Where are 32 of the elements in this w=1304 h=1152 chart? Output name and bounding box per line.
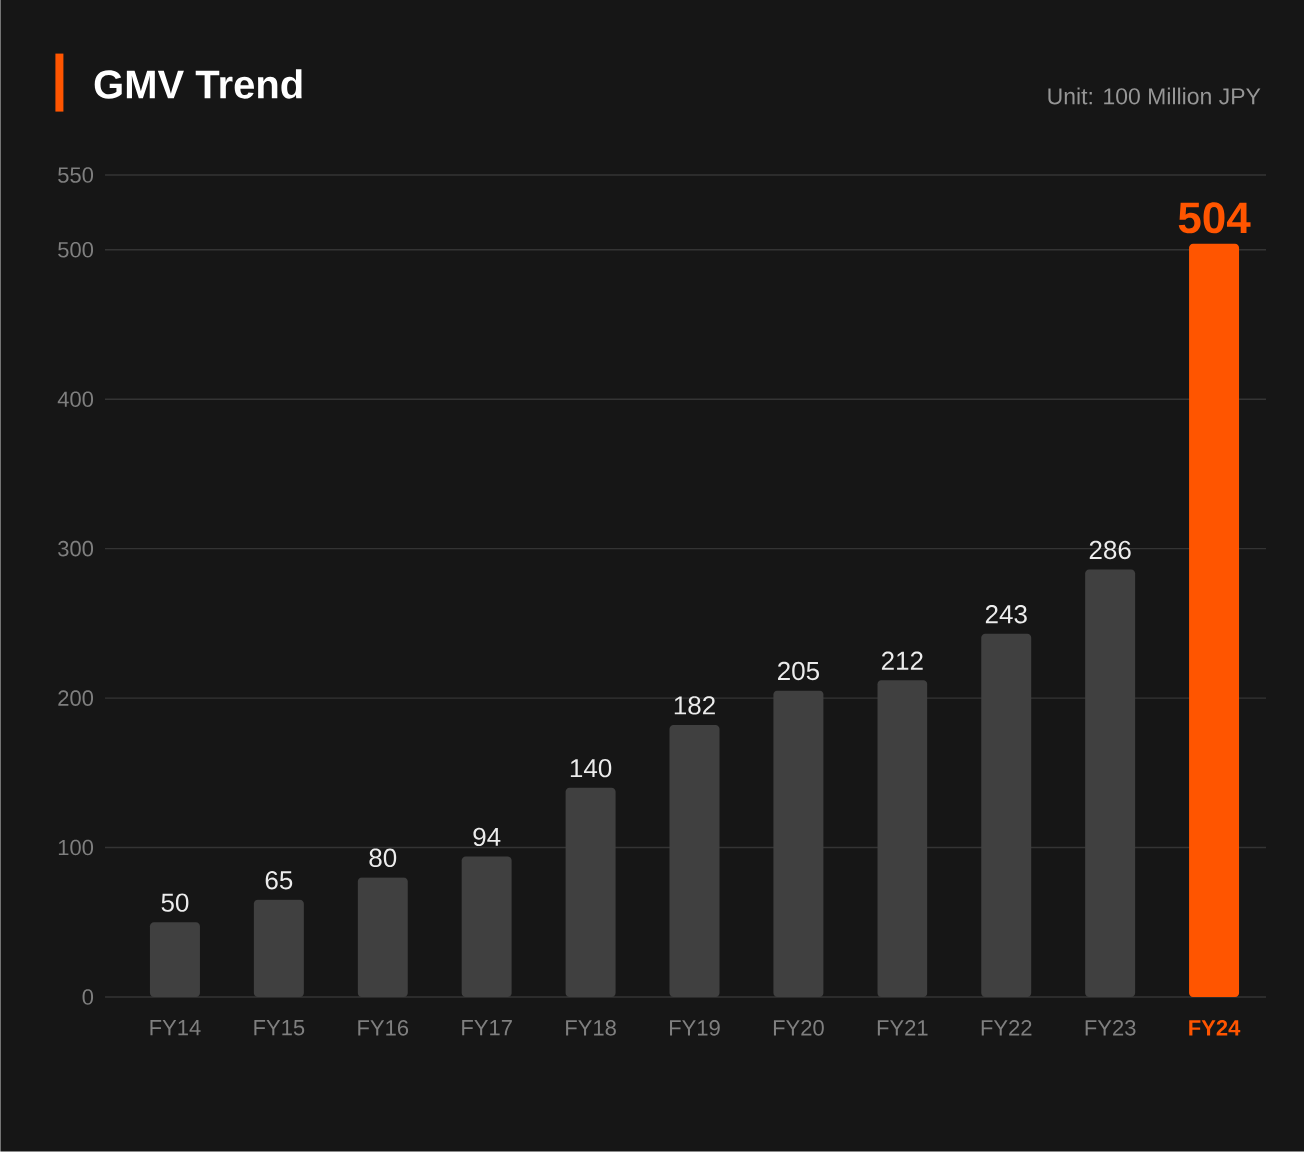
x-tick-label: FY17 [462,1020,512,1036]
y-tick-label: 300 [58,540,94,557]
x-tick-label: FY14 [150,1020,201,1036]
chart-subtitle: Unit: 100 Million JPY [1048,87,1261,105]
data-label: 212 [881,651,923,670]
chart-title: GMV Trend [94,69,302,99]
data-label: 65 [265,871,293,890]
data-label: 80 [369,848,397,868]
x-tick-label: FY19 [670,1020,720,1036]
y-tick-label: 100 [58,839,94,856]
bar [1189,243,1240,997]
x-tick-label: FY24 [1189,1020,1241,1036]
data-label: 243 [985,605,1027,624]
x-tick-label: FY15 [254,1020,305,1036]
data-label: 205 [778,661,819,681]
y-tick-label: 400 [57,391,94,407]
y-tick-label: 500 [58,241,94,258]
x-tick-label: FY20 [773,1020,824,1036]
data-label: 94 [473,827,501,847]
x-tick-label: FY22 [981,1020,1032,1036]
x-tick-label: FY23 [1085,1020,1136,1036]
data-label: 504 [1178,202,1251,234]
x-tick-label: FY21 [877,1020,928,1036]
data-label: 140 [570,758,612,778]
x-tick-label: FY18 [566,1020,616,1036]
data-label: 50 [161,893,189,912]
data-label: 182 [674,696,715,715]
x-tick-label: FY16 [358,1020,409,1036]
y-tick-label: 550 [58,167,94,183]
y-tick-label: 200 [58,690,94,706]
y-tick-label: 0 [82,989,94,1005]
data-label: 286 [1089,540,1131,560]
